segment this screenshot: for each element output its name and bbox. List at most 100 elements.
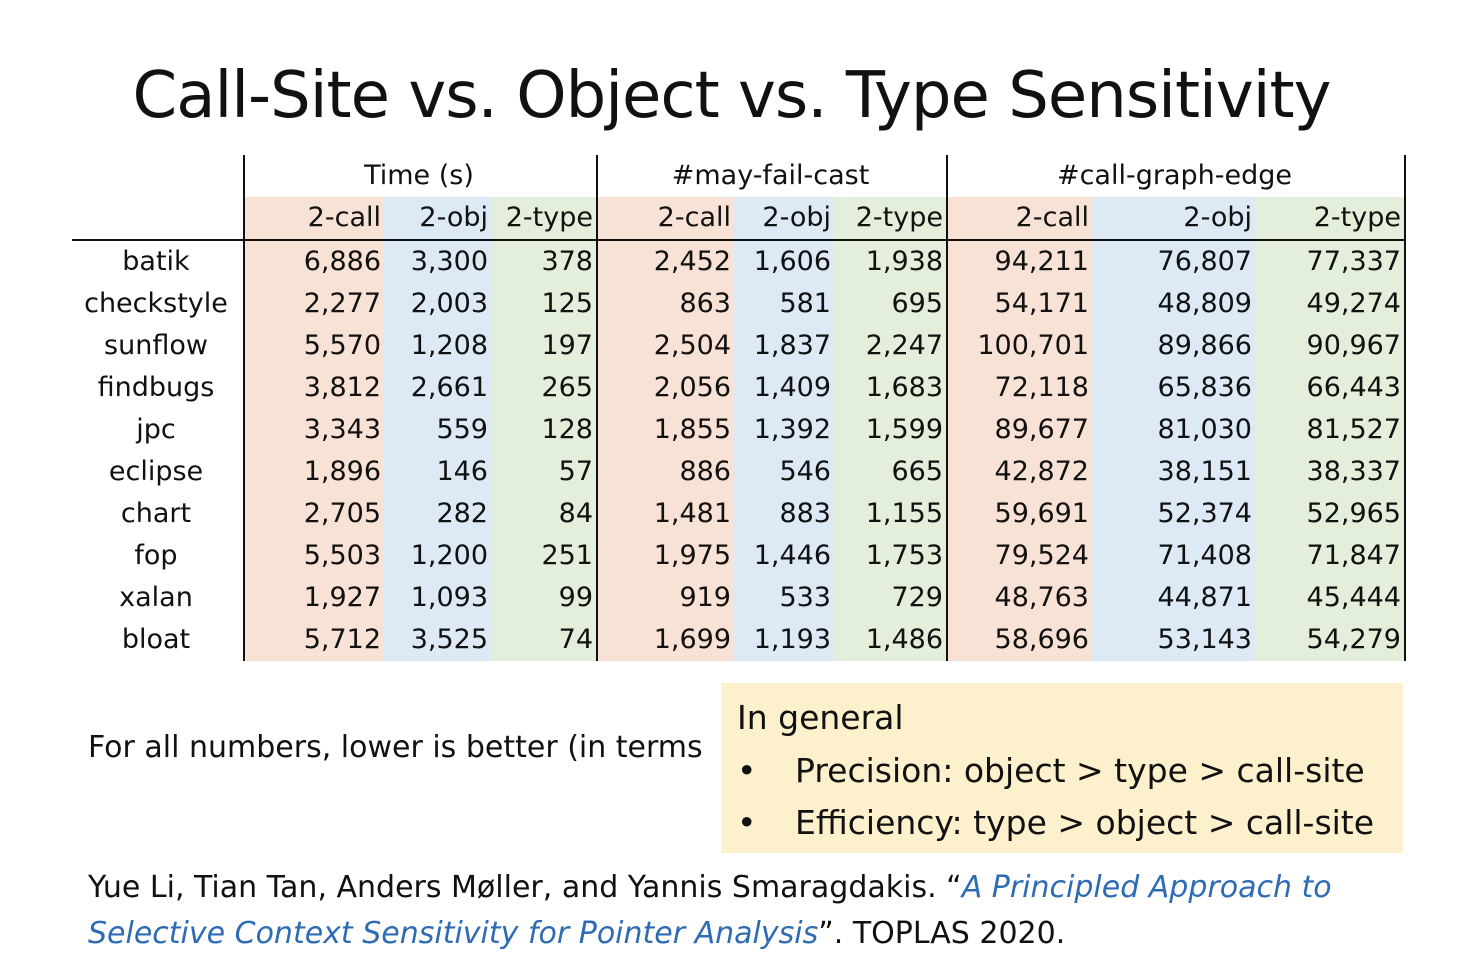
cell-time-2-obj: 3,525 [384, 619, 491, 661]
cell-edge-2-type: 81,527 [1255, 409, 1406, 451]
cell-time-2-type: 251 [491, 535, 597, 577]
cell-cast-2-call: 2,504 [596, 325, 734, 367]
cell-time-2-obj: 1,208 [384, 325, 491, 367]
cell-time-2-obj: 146 [384, 451, 491, 493]
cell-edge-2-obj: 65,836 [1092, 367, 1255, 409]
cell-time-2-call: 1,896 [243, 451, 384, 493]
cell-cast-2-obj: 581 [734, 283, 834, 325]
header-corner [72, 155, 244, 197]
cell-cast-2-obj: 1,446 [734, 535, 834, 577]
subheader-edge-2-type: 2-type [1255, 197, 1406, 241]
cell-cast-2-obj: 533 [734, 577, 834, 619]
table-row: xalan 1,927 1,093 99 919 533 729 48,763 44,871 45… [72, 577, 1406, 619]
benchmark-name: xalan [119, 582, 193, 613]
table-row: chart 2,705 282 84 1,481 883 1,155 59,691 52,374… [72, 493, 1406, 535]
paper-title-link[interactable]: A Principled Approach to Selective Conte… [88, 870, 1332, 951]
benchmark-name: fop [134, 540, 178, 571]
callout-item-text: Efficiency: type > object > call-site [795, 803, 1375, 842]
cell-time-2-call: 3,343 [243, 409, 384, 451]
cell-time-2-call: 5,503 [243, 535, 384, 577]
benchmark-name: eclipse [108, 456, 204, 487]
subheader-cast-2-obj: 2-obj [734, 197, 834, 241]
cell-cast-2-obj: 883 [734, 493, 834, 535]
cell-edge-2-obj: 71,408 [1092, 535, 1255, 577]
table-row: eclipse 1,896 146 57 886 546 665 42,872 38,151 38… [72, 451, 1406, 493]
bullet-glyph: • [737, 751, 757, 790]
cell-cast-2-call: 886 [596, 451, 734, 493]
cell-time-2-call: 2,277 [243, 283, 384, 325]
cell-edge-2-obj: 48,809 [1092, 283, 1255, 325]
benchmark-name: chart [120, 498, 192, 529]
cell-cast-2-call: 919 [596, 577, 734, 619]
cell-time-2-obj: 2,661 [384, 367, 491, 409]
cell-time-2-obj: 559 [384, 409, 491, 451]
header-corner-sub [72, 197, 244, 241]
subheader-time-2-type: 2-type [491, 197, 597, 241]
cell-cast-2-type: 1,599 [834, 409, 947, 451]
cell-cast-2-call: 2,056 [596, 367, 734, 409]
table-row: jpc 3,343 559 128 1,855 1,392 1,599 89,677 81,03… [72, 409, 1406, 451]
cell-cast-2-call: 2,452 [596, 240, 734, 283]
cell-time-2-type: 99 [491, 577, 597, 619]
cell-cast-2-obj: 1,392 [734, 409, 834, 451]
cell-cast-2-call: 863 [596, 283, 734, 325]
cell-edge-2-type: 49,274 [1255, 283, 1406, 325]
cell-edge-2-obj: 81,030 [1092, 409, 1255, 451]
cell-cast-2-type: 1,938 [834, 240, 947, 283]
cell-cast-2-type: 665 [834, 451, 947, 493]
benchmark-name: findbugs [97, 372, 215, 403]
cell-edge-2-type: 90,967 [1255, 325, 1406, 367]
subheader-time-2-call: 2-call [243, 197, 384, 241]
citation: Yue Li, Tian Tan, Anders Møller, and Yan… [88, 865, 1408, 957]
group-header-call-graph-edge: #call-graph-edge [946, 155, 1406, 197]
cell-time-2-call: 5,712 [243, 619, 384, 661]
cell-edge-2-call: 59,691 [946, 493, 1092, 535]
cell-cast-2-call: 1,855 [596, 409, 734, 451]
cell-time-2-type: 197 [491, 325, 597, 367]
cell-cast-2-type: 1,683 [834, 367, 947, 409]
group-header-may-fail-cast: #may-fail-cast [596, 155, 947, 197]
cell-edge-2-call: 58,696 [946, 619, 1092, 661]
results-table: Time (s) #may-fail-cast #call-graph-edge… [72, 155, 1406, 661]
cell-edge-2-call: 42,872 [946, 451, 1092, 493]
cell-edge-2-call: 100,701 [946, 325, 1092, 367]
cell-edge-2-call: 72,118 [946, 367, 1092, 409]
results-table-container: Time (s) #may-fail-cast #call-graph-edge… [72, 155, 1406, 661]
cell-edge-2-obj: 44,871 [1092, 577, 1255, 619]
cell-cast-2-type: 2,247 [834, 325, 947, 367]
cell-cast-2-type: 729 [834, 577, 947, 619]
cell-edge-2-obj: 76,807 [1092, 240, 1255, 283]
cell-edge-2-type: 54,279 [1255, 619, 1406, 661]
cell-edge-2-obj: 38,151 [1092, 451, 1255, 493]
cell-time-2-call: 5,570 [243, 325, 384, 367]
cell-edge-2-obj: 53,143 [1092, 619, 1255, 661]
benchmark-name: bloat [121, 624, 191, 655]
table-row: fop 5,503 1,200 251 1,975 1,446 1,753 79,524 71,… [72, 535, 1406, 577]
table-row: findbugs 3,812 2,661 265 2,056 1,409 1,683 72,1… [72, 367, 1406, 409]
subheader-cast-2-call: 2-call [596, 197, 734, 241]
cell-time-2-type: 57 [491, 451, 597, 493]
cell-edge-2-type: 66,443 [1255, 367, 1406, 409]
cell-cast-2-type: 695 [834, 283, 947, 325]
cell-cast-2-obj: 1,409 [734, 367, 834, 409]
cell-time-2-type: 265 [491, 367, 597, 409]
cell-time-2-call: 6,886 [243, 240, 384, 283]
callout-item-text: Precision: object > type > call-site [795, 751, 1365, 790]
subheader-time-2-obj: 2-obj [384, 197, 491, 241]
benchmark-name: batik [122, 246, 190, 277]
cell-time-2-type: 84 [491, 493, 597, 535]
callout-item-efficiency: • Efficiency: type > object > call-site [737, 797, 1403, 849]
cell-cast-2-call: 1,481 [596, 493, 734, 535]
subheader-edge-2-obj: 2-obj [1092, 197, 1255, 241]
cell-time-2-obj: 1,093 [384, 577, 491, 619]
cell-time-2-type: 74 [491, 619, 597, 661]
table-row: checkstyle 2,277 2,003 125 863 581 695 54,171 48… [72, 283, 1406, 325]
cell-cast-2-type: 1,753 [834, 535, 947, 577]
lower-is-better-note: For all numbers, lower is better (in ter… [88, 730, 703, 765]
cell-time-2-type: 378 [491, 240, 597, 283]
bullet-glyph: • [737, 803, 757, 842]
cell-time-2-obj: 1,200 [384, 535, 491, 577]
cell-edge-2-call: 79,524 [946, 535, 1092, 577]
cell-time-2-type: 125 [491, 283, 597, 325]
cell-time-2-call: 2,705 [243, 493, 384, 535]
